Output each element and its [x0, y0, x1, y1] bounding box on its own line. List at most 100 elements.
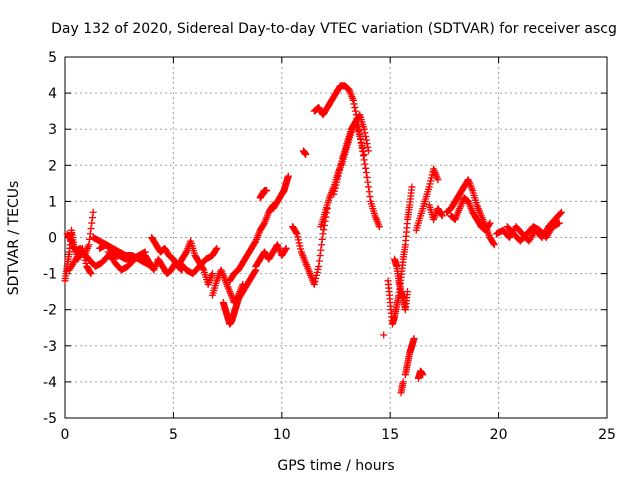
data-point [335, 169, 343, 177]
series-arc-32 [503, 219, 563, 245]
data-point [438, 211, 446, 219]
data-point [213, 244, 221, 252]
data-point [315, 262, 323, 270]
data-point [363, 140, 371, 148]
y-tick-label: -4 [43, 375, 57, 391]
data-point [302, 150, 310, 158]
data-point [263, 187, 271, 195]
data-point [434, 176, 442, 184]
y-tick-label: 1 [48, 194, 57, 210]
data-point [316, 252, 324, 260]
data-point [260, 220, 268, 228]
y-tick-label: 5 [48, 50, 57, 66]
data-point [86, 268, 94, 276]
data-point [311, 277, 319, 285]
data-point [419, 371, 427, 379]
data-point [330, 190, 338, 198]
data-point [212, 246, 220, 254]
data-point [282, 244, 290, 252]
y-tick-labels: -5 -4 -3 -2 -1 0 1 2 3 4 5 [43, 50, 57, 427]
data-point [89, 208, 97, 216]
data-point [557, 208, 565, 216]
data-point [426, 180, 434, 188]
data-point [360, 125, 368, 133]
y-tick-label: -3 [43, 339, 57, 355]
data-point [87, 224, 95, 232]
data-point [297, 245, 305, 253]
data-point [67, 236, 75, 244]
data-point [336, 163, 344, 171]
data-point [555, 219, 563, 227]
data-point [85, 241, 93, 249]
data-point [86, 230, 94, 238]
data-point [315, 257, 323, 265]
data-point [361, 129, 369, 137]
series-arc-15 [269, 172, 292, 213]
data-point [331, 184, 339, 192]
data-point [351, 104, 359, 112]
data-point [292, 229, 300, 237]
data-point [359, 147, 367, 155]
data-point [338, 157, 346, 165]
axis-ticks [64, 56, 608, 419]
data-point [281, 246, 289, 254]
data-point [490, 240, 498, 248]
series-arc-28 [425, 201, 446, 223]
data-point [318, 235, 326, 243]
data-point [337, 160, 345, 168]
data-point [294, 233, 302, 241]
series-arc-25 [414, 367, 427, 382]
data-point [310, 280, 318, 288]
data-point [380, 331, 388, 339]
data-point [208, 270, 216, 278]
series-arc-23 [401, 335, 418, 379]
data-point [365, 183, 373, 191]
series-arc-24 [397, 378, 407, 397]
data-point [331, 187, 339, 195]
data-point [293, 230, 301, 238]
data-point [251, 238, 259, 246]
data-point [399, 378, 407, 386]
data-point [360, 150, 368, 158]
data-point [334, 172, 342, 180]
data-point [363, 173, 371, 181]
data-point [364, 143, 372, 151]
data-point [375, 223, 383, 231]
data-point [319, 230, 327, 238]
x-tick-label: 5 [169, 427, 178, 443]
data-point [82, 259, 90, 267]
data-point [317, 246, 325, 254]
series-arc-12 [226, 201, 277, 285]
data-point [251, 267, 259, 275]
data-point [312, 274, 320, 282]
data-point [284, 172, 292, 180]
data-point [88, 219, 96, 227]
x-tick-label: 15 [381, 427, 399, 443]
series-arc-05 [96, 241, 149, 263]
x-tick-label: 25 [598, 427, 616, 443]
data-point [295, 239, 303, 247]
x-axis-label: GPS time / hours [277, 458, 394, 474]
data-point [364, 178, 372, 186]
series-arc-27 [412, 165, 442, 234]
series-arc-11 [219, 266, 260, 328]
data-point [349, 96, 357, 104]
data-point [425, 183, 433, 191]
x-tick-label: 20 [490, 427, 508, 443]
data-point [438, 212, 446, 220]
data-point [318, 241, 326, 249]
series-arc-21 [384, 183, 416, 328]
data-point [490, 241, 498, 249]
series-arc-14 [256, 187, 271, 202]
data-point [294, 236, 302, 244]
data-point [333, 175, 341, 183]
y-tick-label: 4 [48, 86, 57, 102]
y-tick-label: -5 [43, 411, 57, 427]
data-point [312, 271, 320, 279]
x-tick-label: 10 [273, 427, 291, 443]
series-arc-20 [299, 147, 310, 158]
data-point [356, 132, 364, 140]
data-point [410, 335, 418, 343]
series-arc-22 [391, 255, 412, 314]
data-point [427, 177, 435, 185]
